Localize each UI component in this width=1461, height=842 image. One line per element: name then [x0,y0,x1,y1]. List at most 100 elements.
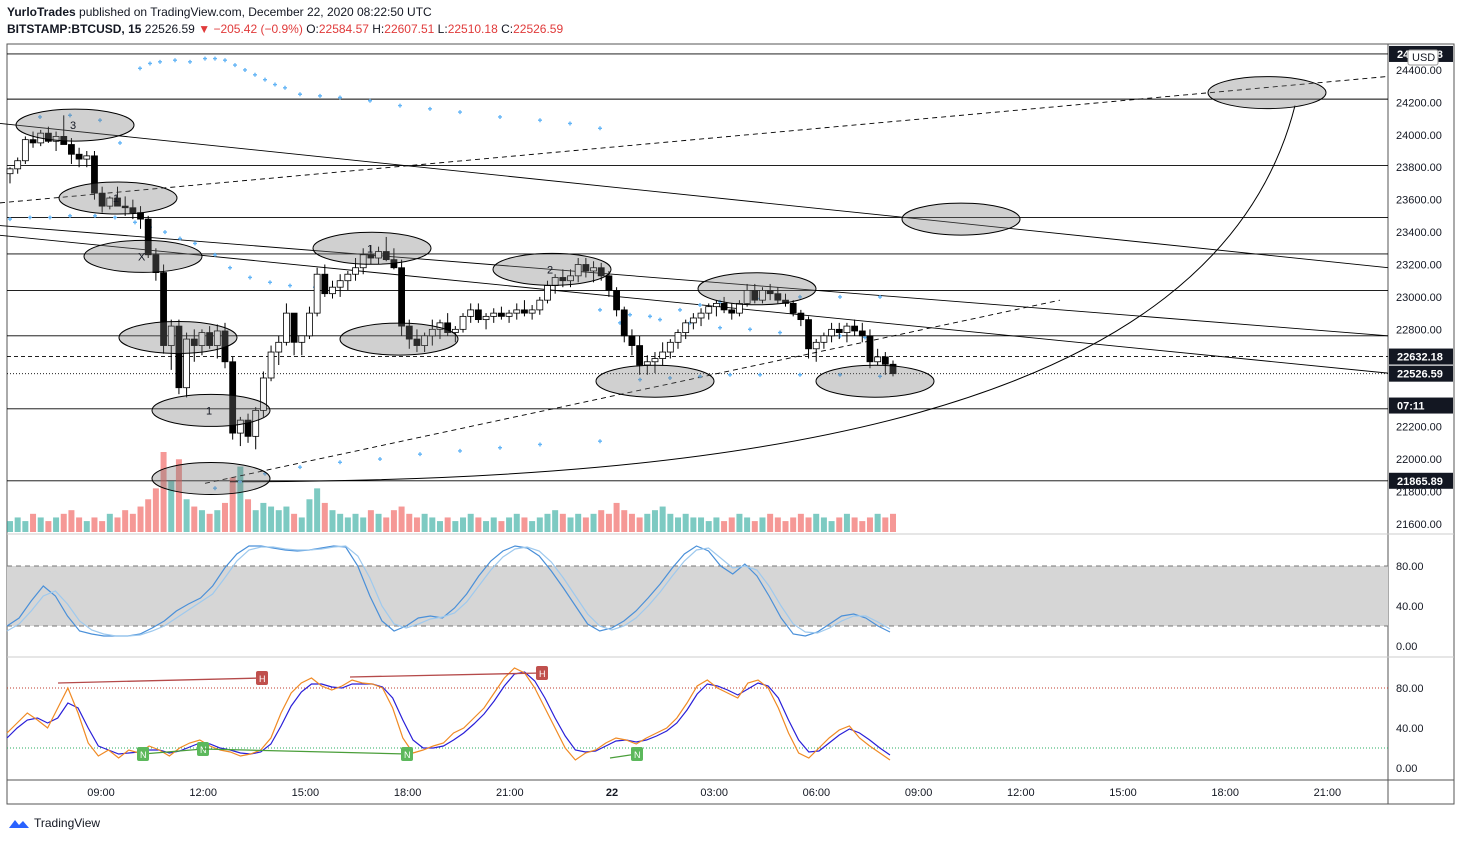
volume-bar [175,459,182,532]
volume-bar [22,521,29,532]
candle-body [858,330,866,337]
volume-bar [659,506,666,532]
sar-dot [428,106,432,111]
sar-dot [298,92,302,97]
price-tag [1389,472,1453,489]
volume-bar [352,513,359,532]
candle-body [290,312,298,343]
sar-dot [598,126,602,131]
sar-dot [418,452,422,457]
candle-body [213,330,221,346]
candle-body [766,290,774,295]
osc-tick-label: 0.00 [1396,763,1417,775]
stoch-series-line [6,545,891,637]
volume-bar [636,517,643,532]
candle-body [528,309,536,314]
volume-bar [843,513,850,532]
sar-dot [338,460,342,465]
sar-dot [458,110,462,115]
volume-bar [628,513,635,532]
highlight-ellipse [815,364,935,398]
sar-dot [98,118,102,123]
symbol-legend: BITSTAMP:BTCUSD, 15 22526.59 ▼ −205.42 (… [7,22,563,36]
candle-body [75,153,83,160]
divergence-marker-label: N [634,750,641,760]
volume-bar [114,517,121,532]
stoch-tick-label: 40.00 [1396,601,1424,613]
divergence-line [349,672,543,678]
candle-body [605,275,613,291]
price-tag-label: 07:11 [1397,401,1425,413]
volume-bar [698,517,705,532]
volume-bar [567,517,574,532]
sar-dot [538,118,542,123]
sar-dot [228,265,232,270]
candle-body [881,356,889,365]
highlight-ellipse [58,181,178,215]
osc-series-line [6,667,891,761]
time-tick-label: 12:00 [189,787,217,799]
candle-body [236,419,244,434]
time-axis[interactable]: 09:00 12:00 15:00 18:00 21:00 22 03:00 06:00 09:… [87,787,1341,799]
highlight-ellipse [1207,76,1327,110]
divergence-line [202,748,408,755]
volume-bar [383,517,390,532]
stoch-rsi-pane: 80.00 40.00 0.00 [6,545,1424,653]
volume-bar [122,510,129,532]
close-label: C: [501,22,514,36]
candle-body [666,341,674,353]
ellipse-label: 1 [113,193,119,205]
sar-dot [233,63,237,68]
volume-bar [291,513,298,532]
candle-body [398,267,405,327]
sar-dot [778,330,782,335]
trend-lines [0,75,1389,484]
candle-body [866,335,874,363]
volume-bar [890,513,896,532]
candle-body [275,341,283,353]
last-price: 22526.59 [144,22,195,36]
price-tag-label: 22526.59 [1397,369,1443,381]
author-name[interactable]: YurloTrades [7,5,76,19]
osc-series-line [6,671,891,756]
time-tick-label: 18:00 [394,787,422,799]
candle-body [889,363,897,375]
volume-bar [644,513,651,532]
sar-dot [213,56,217,61]
trend-line [0,75,1389,204]
volume-bar [390,510,397,532]
candle-body [590,267,597,272]
candle-body [183,338,191,389]
time-tick-label: 09:00 [87,787,115,799]
candle-body [329,286,336,295]
divergence-marker-label: N [200,745,207,755]
volume-bar [360,517,367,532]
price-axis[interactable]: 24400.00 24200.00 24000.00 23800.00 23600.00… [1389,45,1453,531]
ellipse-label: 2 [547,264,553,276]
sar-dot [498,114,502,119]
highlight-ellipses: 3 1 X 1 1 2 [15,76,1327,495]
volume-bar [498,521,505,532]
candle-body [21,139,29,162]
sar-dot [158,59,162,64]
candle-body [259,377,267,411]
candle-body [789,303,797,314]
time-tick-label: 09:00 [905,787,933,799]
symbol-name[interactable]: BITSTAMP:BTCUSD, 15 [7,22,142,36]
volume-bar [460,517,467,532]
sar-dot [118,140,122,145]
candle-body [782,299,789,304]
sar-dot [838,372,842,377]
volume-bar [467,513,474,532]
sar-dot [268,280,272,285]
open-value: 22584.57 [318,22,369,36]
volume-bar [475,517,482,532]
candle-body [382,251,390,261]
sar-dot [698,374,702,379]
volume-bar [275,510,282,532]
volume-bar [675,517,682,532]
sar-dot [68,213,72,218]
sar-dot [93,213,97,218]
stoch-tick-label: 0.00 [1396,641,1417,653]
